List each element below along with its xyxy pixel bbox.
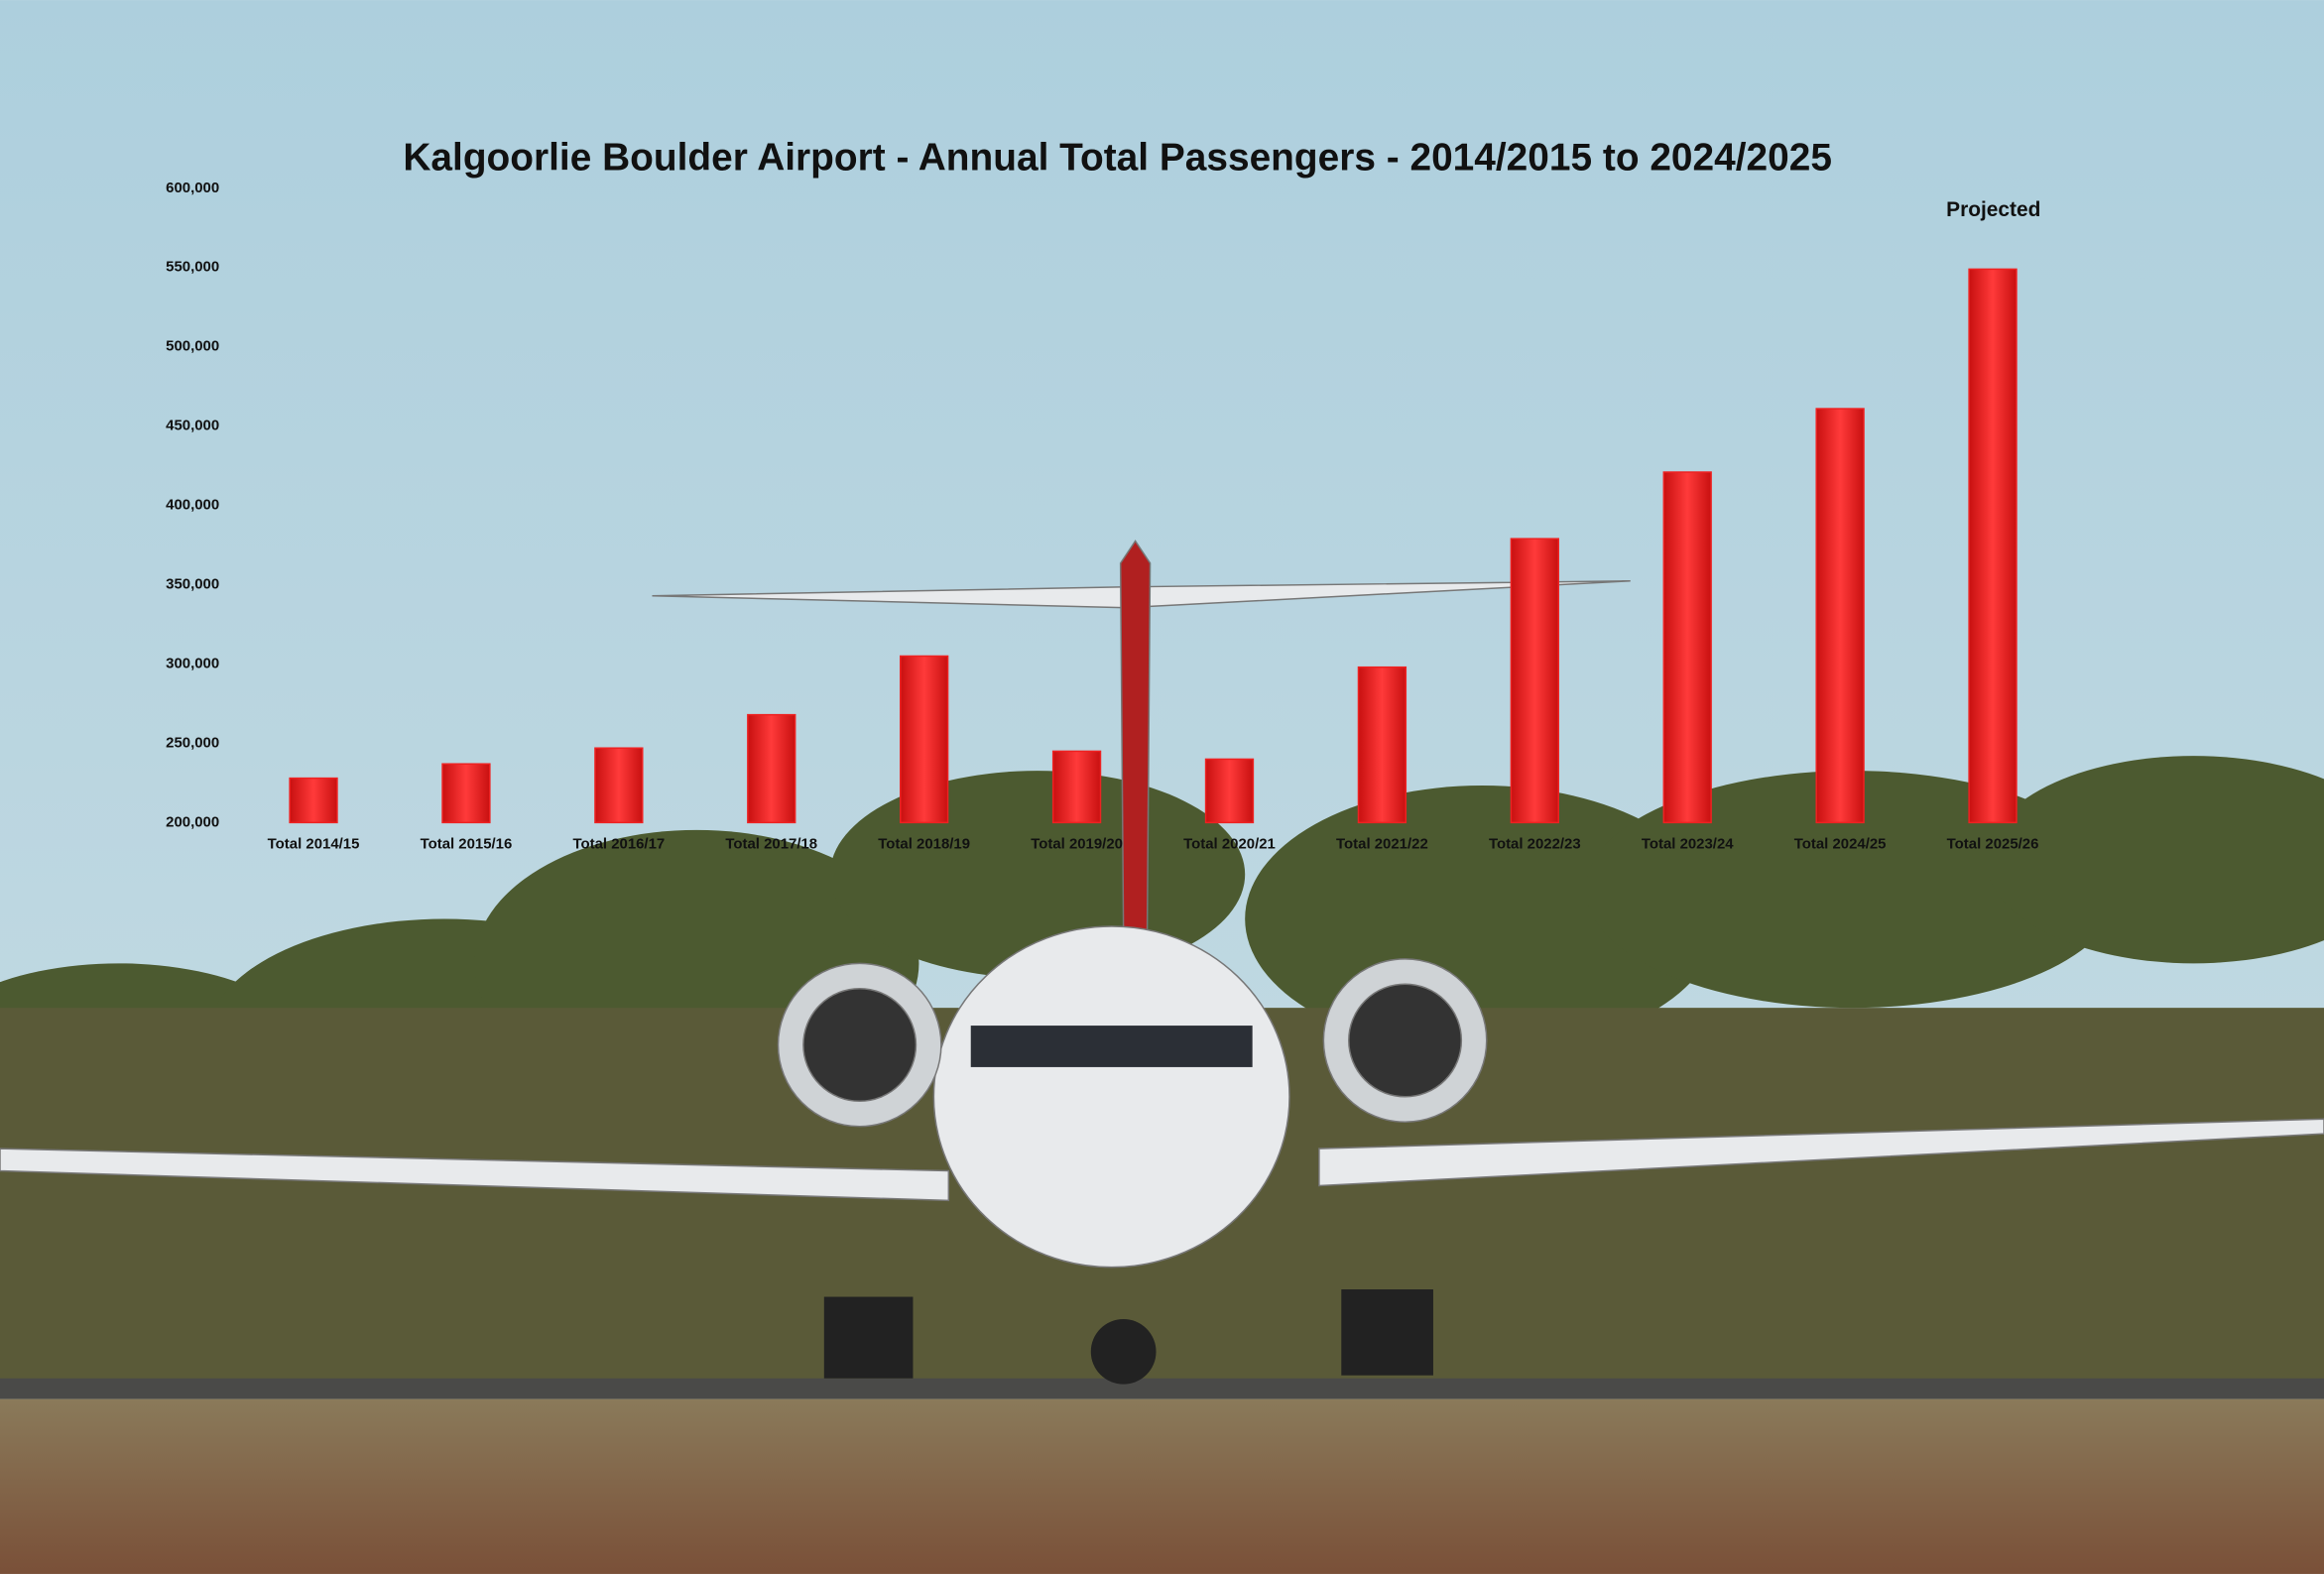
x-tick-label: Total 2022/23 [1489,836,1581,853]
y-tick-label: 300,000 [166,655,219,671]
y-tick-label: 500,000 [166,338,219,355]
x-tick-label: Total 2014/15 [268,836,360,853]
y-tick-label: 350,000 [166,575,219,592]
y-tick-label: 250,000 [166,734,219,751]
y-tick-label: 550,000 [166,259,219,276]
bar [900,655,949,824]
x-tick-label: Total 2018/19 [878,836,970,853]
x-tick-label: Total 2025/26 [1947,836,2039,853]
annotation: Projected [1946,198,2040,221]
bar [1968,268,2018,824]
x-tick-label: Total 2019/20 [1031,836,1123,853]
y-tick-label: 600,000 [166,180,219,196]
x-tick-label: Total 2017/18 [725,836,817,853]
bar [441,763,491,824]
bar [1510,538,1559,824]
bar [289,777,338,824]
y-tick-label: 400,000 [166,497,219,514]
y-tick-label: 450,000 [166,418,219,434]
bar [594,747,644,824]
x-tick-label: Total 2024/25 [1794,836,1887,853]
bar [1051,750,1102,824]
bar [1815,408,1865,824]
bar [747,713,796,824]
bar [1204,758,1255,824]
x-tick-label: Total 2021/22 [1336,836,1428,853]
bar [1662,471,1712,824]
x-tick-label: Total 2015/16 [421,836,513,853]
y-tick-label: 200,000 [166,813,219,830]
x-tick-label: Total 2016/17 [572,836,665,853]
chart-title: Kalgoorlie Boulder Airport - Annual Tota… [403,137,1832,180]
x-tick-label: Total 2023/24 [1642,836,1734,853]
bar [1357,666,1407,824]
x-tick-label: Total 2020/21 [1183,836,1276,853]
